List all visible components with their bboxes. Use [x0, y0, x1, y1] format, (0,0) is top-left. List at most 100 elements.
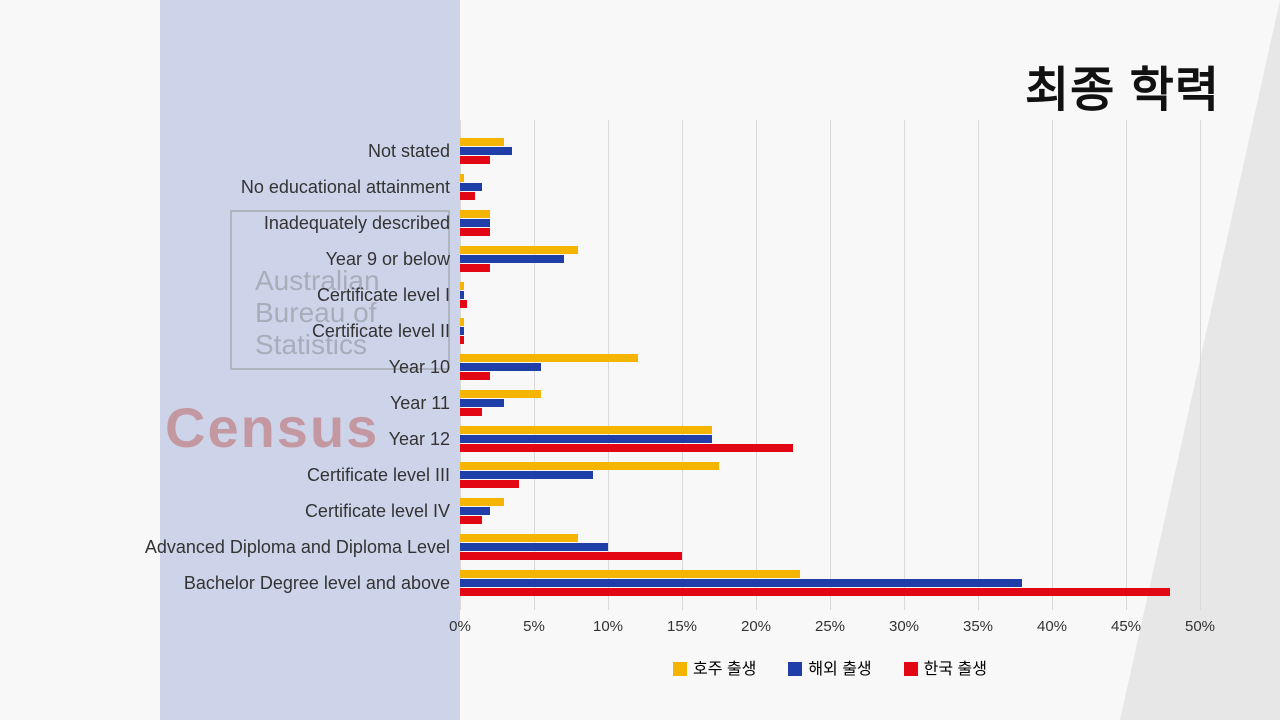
category-label: Year 10: [40, 357, 450, 378]
x-tick-label: 30%: [889, 618, 919, 635]
category-label: Certificate level IV: [40, 501, 450, 522]
bar: [460, 327, 464, 335]
bar: [460, 147, 512, 155]
x-tick-label: 15%: [667, 618, 697, 635]
bar: [460, 498, 504, 506]
legend-swatch: [904, 662, 918, 676]
bar-group: [460, 242, 1200, 275]
category-row: Year 9 or below: [40, 242, 1240, 275]
category-label: Not stated: [40, 141, 450, 162]
legend-swatch: [788, 662, 802, 676]
bar: [460, 534, 578, 542]
bar: [460, 516, 482, 524]
bar: [460, 255, 564, 263]
legend: 호주 출생 해외 출생 한국 출생: [460, 655, 1200, 679]
bar: [460, 399, 504, 407]
bar: [460, 318, 464, 326]
chart-stage: Australian Bureau of Statistics Census 최…: [0, 0, 1280, 720]
category-row: No educational attainment: [40, 170, 1240, 203]
chart-title: 최종 학력: [1025, 50, 1220, 120]
bar: [460, 291, 464, 299]
category-label: No educational attainment: [40, 177, 450, 198]
bar: [460, 192, 475, 200]
legend-item: 호주 출생: [673, 655, 756, 679]
x-tick-label: 0%: [449, 618, 471, 635]
category-row: Bachelor Degree level and above: [40, 566, 1240, 599]
x-tick-label: 35%: [963, 618, 993, 635]
category-label: Year 11: [40, 393, 450, 414]
bar: [460, 435, 712, 443]
category-label: Year 9 or below: [40, 249, 450, 270]
category-row: Year 10: [40, 350, 1240, 383]
category-row: Certificate level I: [40, 278, 1240, 311]
category-label: Inadequately described: [40, 213, 450, 234]
bar: [460, 210, 490, 218]
category-label: Advanced Diploma and Diploma Level: [40, 537, 450, 558]
bar: [460, 363, 541, 371]
x-tick-label: 10%: [593, 618, 623, 635]
bar-chart: Not stated No educational attainment Inade…: [40, 120, 1240, 680]
bar: [460, 543, 608, 551]
bar: [460, 219, 490, 227]
bar-group: [460, 278, 1200, 311]
bar: [460, 264, 490, 272]
bar: [460, 156, 490, 164]
bar-group: [460, 134, 1200, 167]
category-row: Certificate level III: [40, 458, 1240, 491]
bar-group: [460, 566, 1200, 599]
bar: [460, 471, 593, 479]
legend-item: 한국 출생: [904, 655, 987, 679]
category-label: Certificate level I: [40, 285, 450, 306]
category-row: Advanced Diploma and Diploma Level: [40, 530, 1240, 563]
bar: [460, 426, 712, 434]
bar: [460, 507, 490, 515]
legend-item: 해외 출생: [788, 655, 871, 679]
bar: [460, 570, 800, 578]
bar-group: [460, 386, 1200, 419]
x-tick-label: 45%: [1111, 618, 1141, 635]
legend-label: 호주 출생: [693, 661, 756, 678]
bar-group: [460, 206, 1200, 239]
bar: [460, 462, 719, 470]
bar: [460, 336, 464, 344]
bar: [460, 300, 467, 308]
x-tick-label: 25%: [815, 618, 845, 635]
bar: [460, 138, 504, 146]
category-label: Year 12: [40, 429, 450, 450]
bar: [460, 444, 793, 452]
bar-group: [460, 458, 1200, 491]
x-tick-label: 5%: [523, 618, 545, 635]
bar: [460, 552, 682, 560]
bar: [460, 408, 482, 416]
category-row: Inadequately described: [40, 206, 1240, 239]
legend-label: 해외 출생: [808, 661, 871, 678]
bar: [460, 579, 1022, 587]
bar: [460, 183, 482, 191]
x-tick-label: 50%: [1185, 618, 1215, 635]
category-row: Not stated: [40, 134, 1240, 167]
bar-group: [460, 314, 1200, 347]
category-row: Certificate level II: [40, 314, 1240, 347]
bar: [460, 228, 490, 236]
category-row: Certificate level IV: [40, 494, 1240, 527]
category-label: Certificate level III: [40, 465, 450, 486]
legend-swatch: [673, 662, 687, 676]
bar: [460, 372, 490, 380]
x-tick-label: 40%: [1037, 618, 1067, 635]
bar-group: [460, 170, 1200, 203]
bar-group: [460, 350, 1200, 383]
bar: [460, 480, 519, 488]
x-tick-label: 20%: [741, 618, 771, 635]
bar-group: [460, 422, 1200, 455]
bar: [460, 246, 578, 254]
bar: [460, 282, 464, 290]
bar: [460, 390, 541, 398]
bar: [460, 354, 638, 362]
category-row: Year 11: [40, 386, 1240, 419]
bar-group: [460, 530, 1200, 563]
legend-label: 한국 출생: [924, 661, 987, 678]
bar: [460, 174, 464, 182]
bar: [460, 588, 1170, 596]
bar-group: [460, 494, 1200, 527]
category-row: Year 12: [40, 422, 1240, 455]
